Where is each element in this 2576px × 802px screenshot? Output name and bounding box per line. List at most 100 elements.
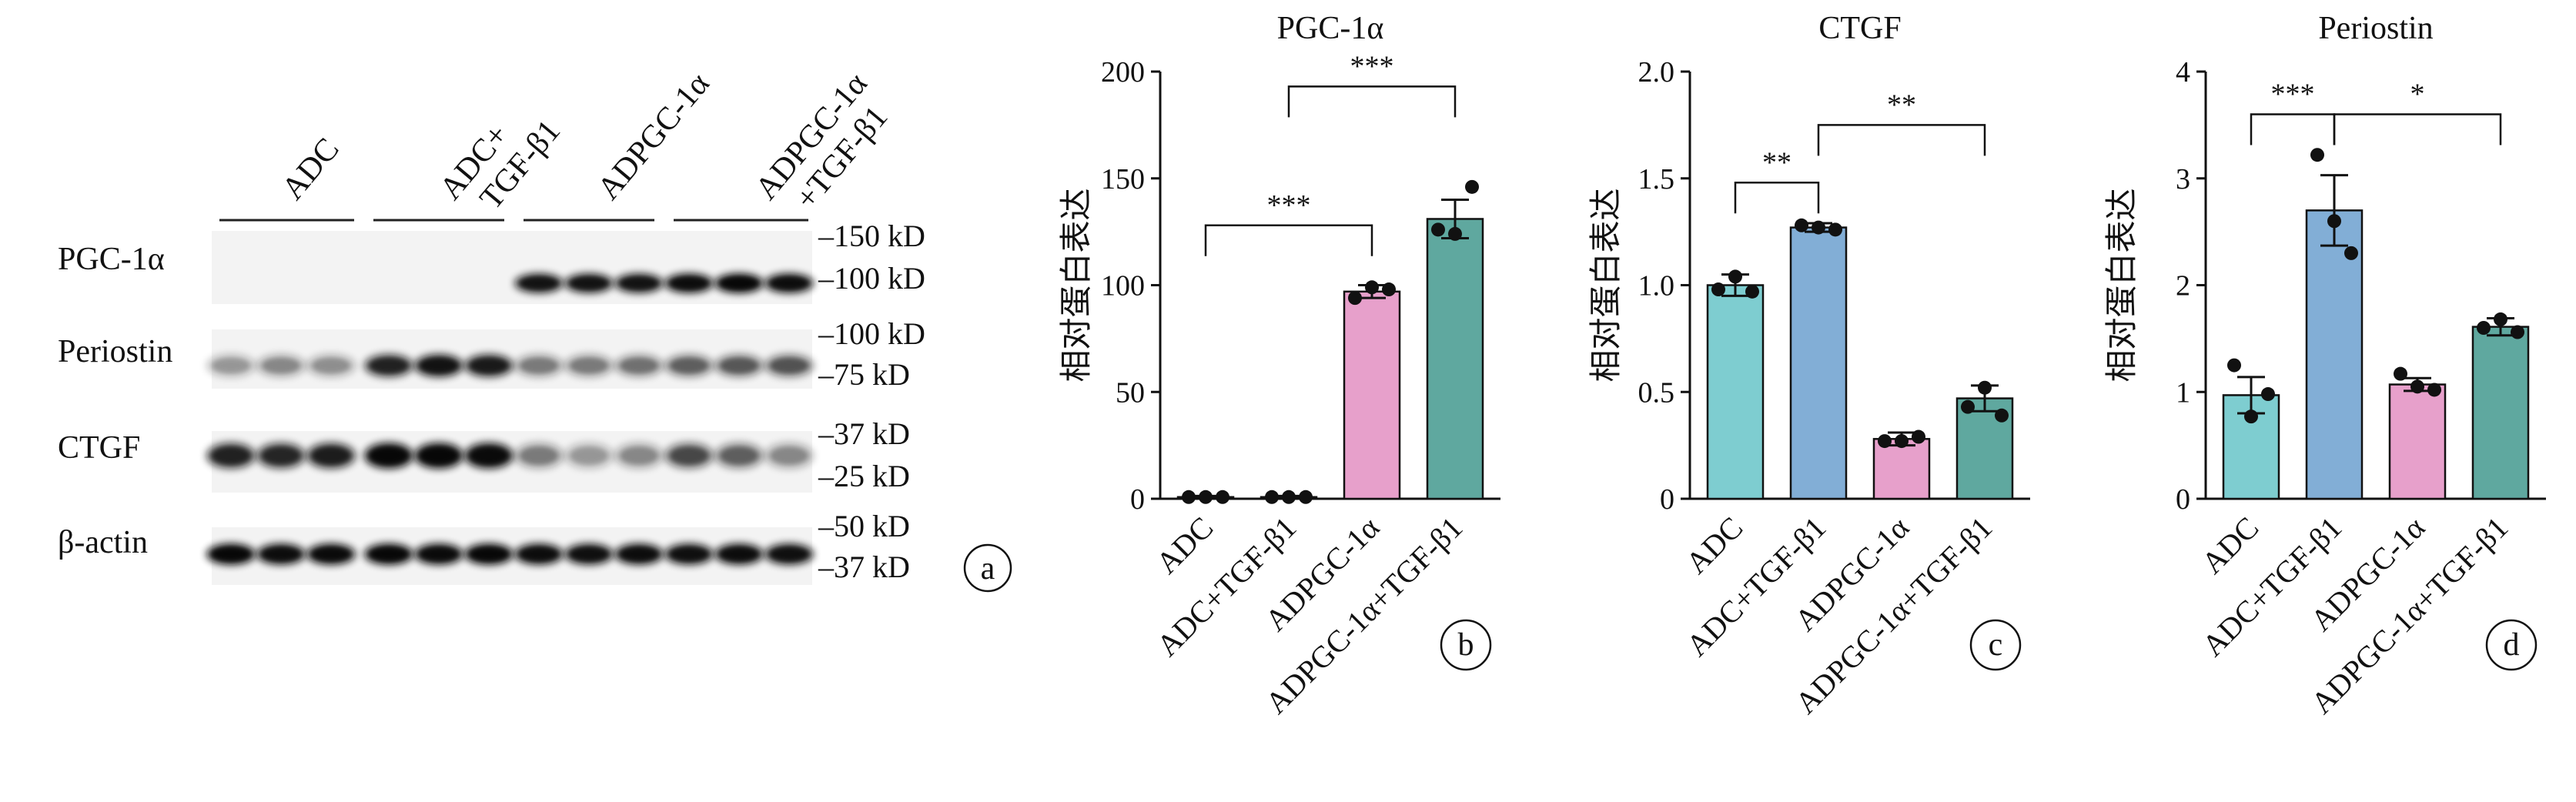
chart-title: Periostin (2318, 11, 2433, 46)
data-point (1795, 218, 1808, 232)
panel-label-circle (963, 543, 1012, 593)
group-label: ADC+TGF-β1 (433, 90, 567, 231)
data-point (1265, 490, 1279, 504)
y-tick-label: 0 (1660, 483, 1674, 516)
y-tick-label: 1 (2176, 376, 2190, 409)
significance-bracket (1734, 182, 1820, 214)
y-tick-label: 0.5 (1638, 376, 1675, 409)
data-point (2227, 358, 2241, 373)
western-blot-figure: ADC ADC+TGF-β1 ADPGC-1α ADPGC-1α+TGF-β1 PGC-… (58, 66, 1012, 593)
blot-band-core (212, 446, 249, 465)
data-point (1216, 490, 1229, 504)
marker-label: –100 kD (818, 316, 925, 351)
blot-band-core (621, 546, 657, 562)
protein-label: β-actin (58, 525, 148, 560)
blot-band-core (520, 276, 557, 290)
blot-band-core (721, 358, 758, 373)
bar (1789, 226, 1848, 500)
data-point (2244, 409, 2258, 424)
protein-label: Periostin (58, 334, 172, 369)
panel-label: d (2504, 627, 2520, 663)
data-point (1465, 179, 1479, 194)
data-point (1745, 284, 1759, 299)
data-point (1282, 490, 1296, 504)
data-point (1878, 434, 1892, 449)
y-axis-label: 相对蛋白表达 (1587, 188, 1624, 382)
blot-band-core (520, 358, 557, 373)
data-point (1961, 399, 1975, 414)
y-tick-label: 1.0 (1638, 270, 1675, 302)
blot-band-core (313, 546, 350, 562)
data-point (1199, 490, 1213, 504)
y-tick-label: 2.0 (1638, 56, 1675, 89)
chart-title: PGC-1α (1277, 11, 1384, 46)
blot-band-core (470, 446, 507, 465)
blot-band-core (570, 446, 607, 465)
significance-label: *** (2271, 79, 2315, 111)
blot-labels: ADC ADC+TGF-β1 ADPGC-1α ADPGC-1α+TGF-β1 PGC-… (58, 66, 1012, 593)
panel-label: c (1989, 627, 2003, 663)
y-tick-label: 3 (2176, 163, 2190, 195)
bar-chart-periostin: Periostin01234相对蛋白表达ADCADC+TGF-β1ADPGC-1… (2103, 11, 2546, 720)
data-point (2511, 325, 2524, 339)
data-point (2494, 312, 2507, 326)
blot-band-core (671, 446, 708, 465)
blot-band-core (470, 546, 507, 562)
x-tick-label: ADC (1679, 510, 1750, 581)
y-tick-label: 0 (1130, 483, 1145, 516)
data-point (1978, 380, 1992, 395)
data-point (1812, 220, 1825, 235)
data-point (2344, 246, 2358, 260)
chart-title: CTGF (1818, 11, 1901, 46)
significance-bracket (1204, 224, 1373, 256)
data-point (1431, 222, 1445, 237)
blot-band-core (771, 546, 808, 562)
y-tick-label: 1.5 (1638, 163, 1675, 195)
bar (1706, 284, 1765, 500)
chart-panel-periostin: Periostin 0 1 2 3 4 相对蛋白表达 ADC ADC+TGF-β1 ADPGC-1… (2032, 0, 2576, 798)
membrane-strip (212, 231, 812, 304)
marker-label: –150 kD (818, 219, 925, 253)
marker-label: –75 kD (818, 357, 910, 392)
blot-band-core (370, 546, 407, 562)
blot-band-core (721, 546, 758, 562)
group-label: ADPGC-1α (590, 66, 716, 206)
bar (1426, 218, 1484, 500)
blot-band-core (263, 358, 299, 373)
data-point (1912, 429, 1925, 444)
blot-band-core (263, 446, 299, 465)
data-point (2261, 387, 2275, 402)
blot-band-core (621, 446, 657, 465)
blot-band-core (212, 546, 249, 562)
blot-band-core (212, 358, 249, 373)
protein-label: PGC-1α (58, 242, 165, 277)
bar (1343, 290, 1401, 500)
blot-band-core (771, 276, 808, 290)
y-axis-label: 相对蛋白表达 (2103, 188, 2140, 382)
data-point (1995, 408, 2009, 423)
blot-band-core (420, 446, 457, 465)
blot-band-core (671, 546, 708, 562)
blot-band-core (721, 276, 758, 290)
data-point (1828, 222, 1842, 237)
data-point (1711, 282, 1725, 297)
significance-label: * (2410, 79, 2425, 111)
blot-band-core (520, 446, 557, 465)
panel-label-circle (1440, 619, 1492, 671)
significance-label: ** (1762, 146, 1791, 179)
y-tick-label: 100 (1101, 270, 1145, 302)
blot-band-core (570, 546, 607, 562)
data-point (1382, 282, 1396, 297)
panel-label: a (981, 551, 995, 586)
data-point (1365, 280, 1379, 295)
protein-label: CTGF (58, 430, 140, 466)
blot-band-core (313, 358, 350, 373)
blot-band-core (520, 546, 557, 562)
data-point (2327, 214, 2341, 229)
blot-band-core (621, 358, 657, 373)
blot-band-core (771, 446, 808, 465)
marker-label: –100 kD (818, 261, 925, 296)
blot-band-core (420, 546, 457, 562)
data-point (1348, 291, 1362, 306)
data-point (1728, 269, 1742, 284)
